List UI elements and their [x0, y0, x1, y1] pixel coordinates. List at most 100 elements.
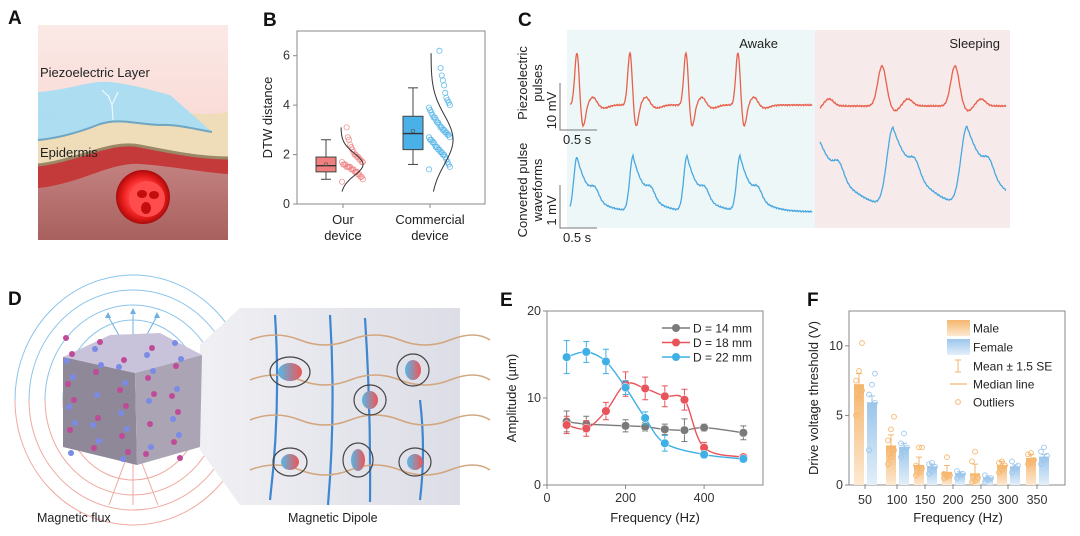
data-point [872, 370, 878, 377]
cube-left-face [63, 357, 137, 465]
panel-d: D Magnetic flux Magnetic Dipole [8, 274, 491, 526]
data-point [620, 421, 631, 431]
data-point [601, 406, 611, 416]
panel-label-c: C [518, 10, 532, 31]
piezo-ylabel: Piezoelectric [515, 46, 530, 120]
dipole-field-loop [272, 447, 308, 477]
magnetic-dipole [351, 449, 365, 471]
fit-line [566, 382, 744, 458]
magnetic-cube-illustration [14, 274, 491, 526]
panel-c-waveforms: C Awake Sleeping 10 mV 0.5 s 1 mV 0.5 s Piezoe… [515, 10, 1010, 245]
x-tick-label: 250 [971, 493, 992, 507]
awake-background [567, 30, 815, 228]
awake-label: Awake [739, 36, 778, 51]
magnetic-particle [64, 358, 70, 364]
crosslink-chain [249, 464, 491, 476]
magnetic-particle [144, 352, 150, 358]
arrow-head-icon [130, 308, 136, 314]
data-point [439, 77, 446, 84]
panel-label-b: B [263, 10, 277, 31]
dipole-field-loop [353, 384, 387, 416]
data-point [1038, 461, 1044, 467]
data-point [901, 448, 907, 455]
magnetic-particle [72, 420, 78, 426]
magnetic-particle [125, 449, 131, 455]
legend: Male Female Mean ± 1.5 SE Median line Outlie… [947, 320, 1052, 410]
data-point [343, 124, 350, 131]
scale-x-label: 0.5 s [563, 132, 592, 147]
magnetic-particle [147, 421, 153, 427]
converted-ylabel: waveforms [530, 158, 545, 222]
magnetic-particle [66, 404, 72, 410]
data-point [640, 383, 650, 393]
data-point [1041, 444, 1047, 451]
data-point [957, 472, 963, 479]
bar [899, 447, 909, 485]
data-point [888, 454, 894, 461]
category-label: device [411, 228, 449, 243]
arrow-head-icon [105, 312, 111, 318]
data-point [1002, 462, 1008, 469]
data-point [929, 468, 935, 474]
series-male [853, 340, 1037, 486]
data-point [859, 387, 865, 394]
data-point [999, 458, 1005, 465]
data-point [738, 428, 748, 438]
magnetic-particle [124, 426, 130, 432]
data-point [954, 468, 960, 474]
data-point [866, 447, 872, 454]
legend-label: D = 22 mm [693, 351, 752, 365]
data-point [869, 381, 875, 388]
piezoelectric-layer-label: Piezoelectric Layer [40, 65, 150, 80]
data-point [898, 454, 904, 461]
data-point [866, 391, 872, 398]
zoom-panel [200, 308, 460, 505]
data-point [425, 134, 432, 141]
magnetic-particle [94, 392, 100, 398]
legend-marker [672, 324, 680, 332]
data-point [904, 444, 910, 451]
magnetic-particle [120, 456, 126, 462]
data-point [913, 462, 919, 469]
data-point [960, 471, 966, 477]
scale-y-label: 10 mV [544, 91, 559, 129]
magnetic-particle [93, 369, 99, 375]
legend-marker [672, 338, 680, 347]
magnetic-particle [65, 381, 71, 387]
magnetic-particle [148, 444, 154, 450]
converted-ylabel: Converted pulse [515, 143, 530, 238]
legend-errorbar-icon [955, 359, 961, 373]
data-point [941, 471, 947, 477]
y-axis-label: Amplitude (µm) [504, 354, 519, 442]
x-tick-label: 300 [998, 493, 1019, 507]
data-point [437, 65, 444, 72]
data-point [581, 347, 591, 357]
data-point [969, 479, 975, 486]
x-axis-label: Frequency (Hz) [610, 510, 700, 525]
magnetic-particle [169, 393, 175, 399]
data-point [947, 472, 953, 479]
data-point [891, 447, 897, 454]
y-tick-label: 20 [527, 304, 541, 318]
data-point [601, 356, 611, 367]
data-point [944, 454, 950, 461]
y-tick-label: 0 [283, 197, 290, 211]
legend-label: D = 18 mm [693, 336, 752, 350]
sleeping-piezo-waveform [819, 64, 1007, 113]
data-point [898, 440, 904, 447]
data-point [972, 448, 978, 455]
magnetic-particle [175, 409, 181, 415]
dipole-field-loop [398, 447, 432, 477]
piezo-ylabel: pulses [530, 64, 545, 102]
series-2: D = 22 mm [562, 340, 752, 464]
data-point [1044, 452, 1050, 459]
dipole-field-loop [269, 356, 311, 388]
data-point [679, 425, 690, 435]
piezoelectric-trace [570, 51, 1007, 128]
polymer-chain [363, 317, 372, 503]
magnetic-particle [172, 340, 178, 346]
y-axis-label: Drive voltage threshold (V) [806, 321, 821, 475]
